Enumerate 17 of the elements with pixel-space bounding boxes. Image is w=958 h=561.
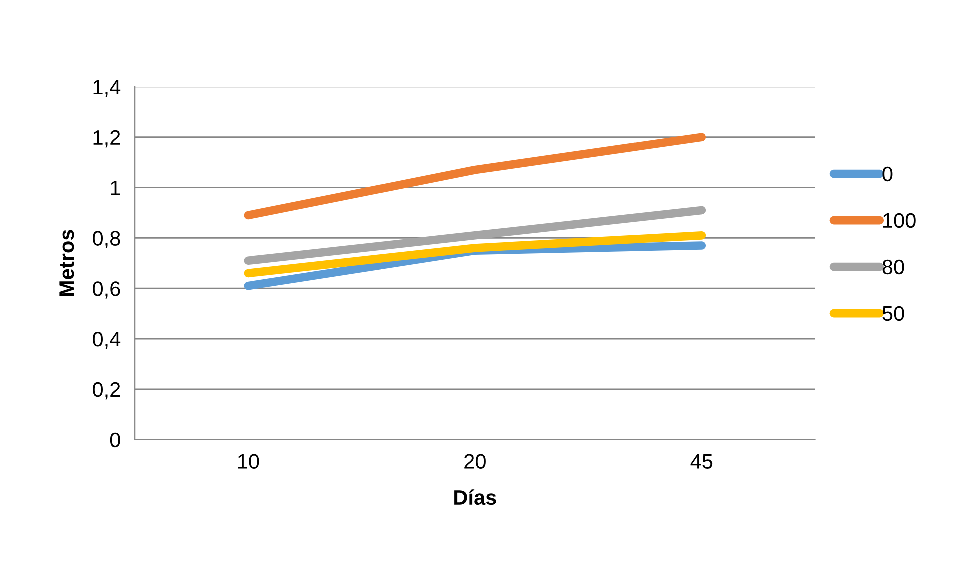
x-tick-label: 10 (238, 454, 260, 470)
legend-label: 50 (882, 306, 904, 322)
legend-label: 100 (884, 213, 916, 228)
x-axis-title: Días (454, 490, 496, 506)
y-tick-label: 0,8 (93, 231, 120, 248)
y-tick-label: 0,6 (93, 282, 120, 299)
y-tick-label: 0 (110, 432, 120, 448)
legend-label: 0 (882, 166, 893, 182)
x-tick-label: 45 (690, 454, 713, 470)
y-tick-label: 0,4 (93, 332, 121, 350)
x-tick-label: 20 (464, 454, 486, 470)
y-tick-label: 1 (111, 180, 120, 196)
y-axis-title: Metros (60, 230, 74, 296)
y-tick-label: 1,2 (94, 130, 120, 148)
y-tick-label: 1,4 (94, 80, 121, 98)
legend-label: 80 (882, 260, 904, 275)
y-tick-label: 0,2 (93, 382, 120, 400)
